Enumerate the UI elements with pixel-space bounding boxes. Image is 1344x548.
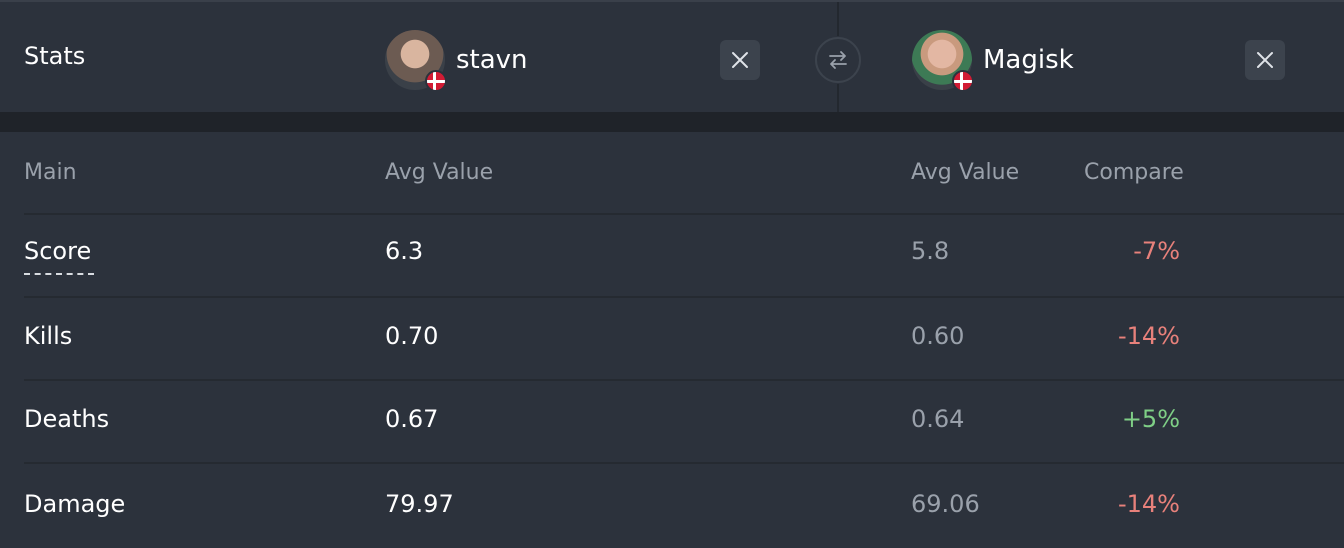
stat-label-kills: Kills bbox=[24, 322, 73, 350]
player-1-name: stavn bbox=[456, 45, 528, 75]
section-separator bbox=[0, 112, 1344, 132]
player-2-value: 5.8 bbox=[911, 237, 950, 265]
table-row: Deaths 0.67 0.64 +5% bbox=[0, 379, 1344, 462]
player-2-name: Magisk bbox=[983, 45, 1074, 75]
stat-label-deaths: Deaths bbox=[24, 405, 110, 433]
player-2[interactable]: Magisk bbox=[912, 30, 1074, 92]
compare-value: -14% bbox=[1117, 322, 1180, 350]
compare-value: -7% bbox=[1133, 237, 1180, 265]
row-divider bbox=[24, 462, 1344, 464]
row-divider bbox=[24, 296, 1344, 298]
header-avg-value-2: Avg Value bbox=[911, 160, 1020, 185]
swap-players-button[interactable] bbox=[815, 37, 861, 83]
player-1-avatar bbox=[385, 30, 447, 92]
denmark-flag-icon bbox=[952, 70, 974, 92]
table-row: Kills 0.70 0.60 -14% bbox=[0, 296, 1344, 379]
close-icon bbox=[1257, 52, 1273, 68]
table-row: Score 6.3 5.8 -7% bbox=[0, 213, 1344, 296]
player-1-value: 79.97 bbox=[385, 490, 454, 518]
close-icon bbox=[732, 52, 748, 68]
remove-player-1-button[interactable] bbox=[720, 40, 760, 80]
table-row: Damage 79.97 69.06 -14% bbox=[0, 462, 1344, 545]
player-1-value: 6.3 bbox=[385, 237, 424, 265]
compare-header: Stats stavn Magisk bbox=[0, 0, 1344, 114]
row-divider bbox=[24, 213, 1344, 215]
compare-value: +5% bbox=[1121, 405, 1180, 433]
header-divider bbox=[837, 84, 839, 114]
player-1[interactable]: stavn bbox=[385, 30, 528, 92]
player-2-avatar bbox=[912, 30, 974, 92]
player-1-value: 0.67 bbox=[385, 405, 439, 433]
header-compare: Compare bbox=[1084, 160, 1184, 185]
header-main: Main bbox=[24, 160, 77, 185]
stats-title: Stats bbox=[24, 42, 86, 70]
header-divider bbox=[837, 2, 839, 36]
player-2-value: 0.60 bbox=[911, 322, 965, 350]
stats-table: Main Avg Value Avg Value Compare Score 6… bbox=[0, 132, 1344, 548]
row-divider bbox=[24, 379, 1344, 381]
tooltip-underline bbox=[24, 273, 94, 275]
compare-value: -14% bbox=[1117, 490, 1180, 518]
denmark-flag-icon bbox=[425, 70, 447, 92]
player-2-value: 69.06 bbox=[911, 490, 980, 518]
swap-icon bbox=[829, 51, 847, 69]
player-1-value: 0.70 bbox=[385, 322, 439, 350]
remove-player-2-button[interactable] bbox=[1245, 40, 1285, 80]
stat-label-damage: Damage bbox=[24, 490, 126, 518]
player-2-value: 0.64 bbox=[911, 405, 965, 433]
header-avg-value-1: Avg Value bbox=[385, 160, 494, 185]
stat-label-score[interactable]: Score bbox=[24, 237, 92, 265]
